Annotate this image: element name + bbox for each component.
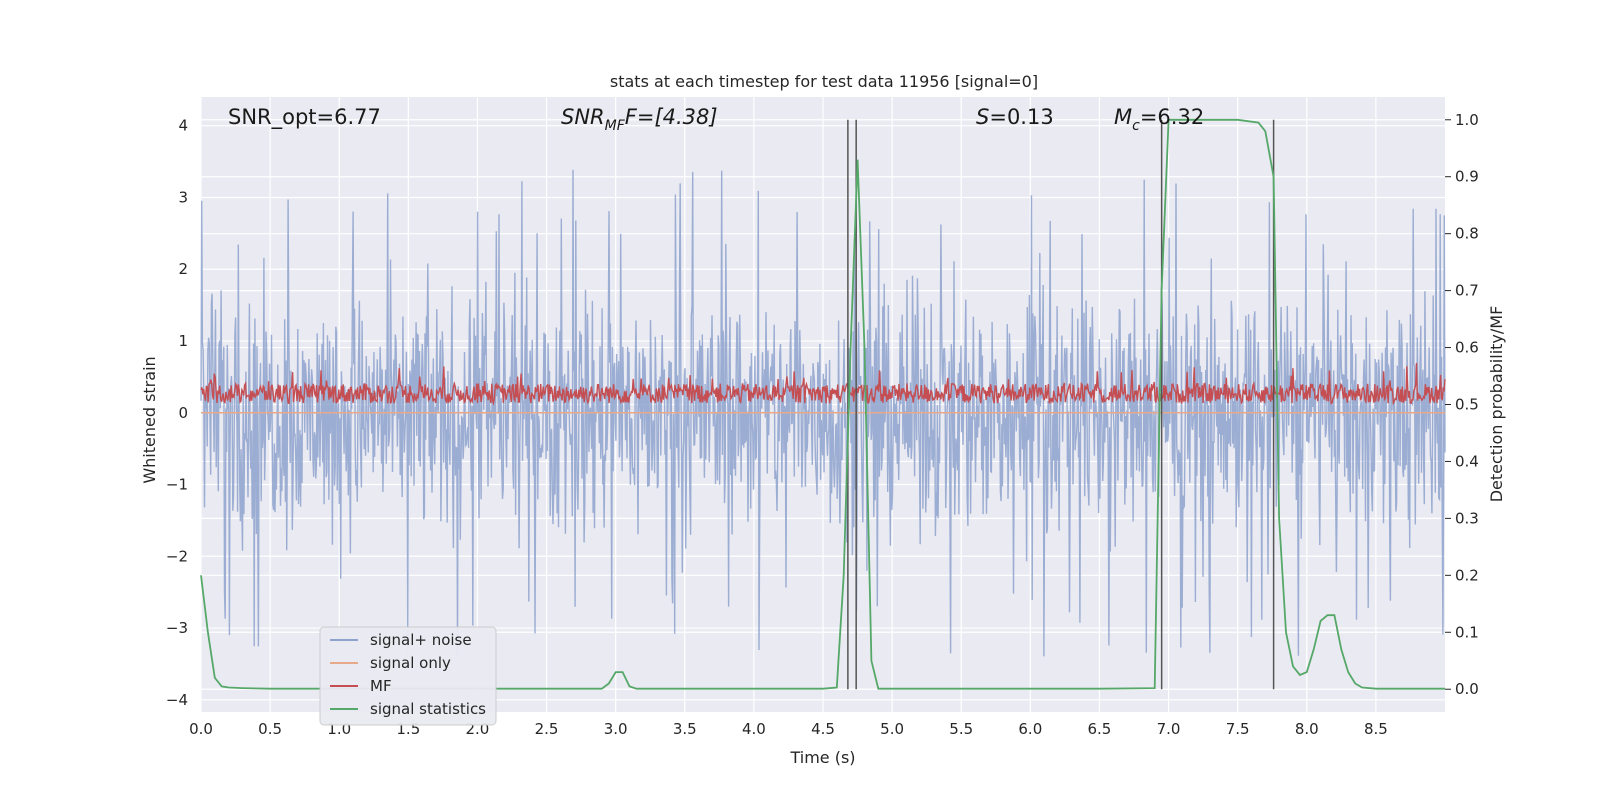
x-tick-label: 0.0 [189, 720, 213, 738]
y-left-tick-label: −4 [166, 691, 188, 709]
y-right-tick-label: 0.0 [1455, 680, 1479, 698]
y-left-tick-label: −1 [166, 476, 188, 494]
chart-title: stats at each timestep for test data 119… [610, 72, 1038, 91]
legend: signal+ noise signal only MF signal stat… [319, 626, 497, 726]
x-tick-label: 4.5 [811, 720, 835, 738]
annotation-mc-value: =6.32 [1140, 105, 1204, 129]
y-right-tick-label: 0.8 [1455, 225, 1479, 243]
annotation-mc: Mc=6.32 [1114, 105, 1204, 134]
x-tick-label: 8.5 [1364, 720, 1388, 738]
y-axis-right-ticks: 1.0 0.9 0.8 0.7 0.6 0.5 0.4 0.3 0.2 0.1 0.0 [1445, 111, 1479, 698]
x-tick-label: 7.5 [1226, 720, 1250, 738]
legend-label-mf: MF [370, 677, 392, 695]
y-left-tick-label: 2 [178, 260, 188, 278]
signal-noise-trace [200, 169, 1446, 657]
mf-trace [200, 362, 1446, 406]
legend-label-signal-statistics: signal statistics [370, 700, 486, 718]
series-signal-noise [200, 169, 1446, 657]
series-mf [200, 362, 1446, 406]
y-right-tick-label: 0.1 [1455, 623, 1479, 641]
y-right-tick-label: 0.4 [1455, 452, 1479, 470]
y-left-tick-label: 4 [178, 117, 188, 135]
x-tick-label: 7.0 [1157, 720, 1181, 738]
x-tick-label: 4.0 [742, 720, 766, 738]
x-tick-label: 6.5 [1088, 720, 1112, 738]
legend-box [319, 626, 497, 726]
y-right-tick-label: 0.5 [1455, 396, 1479, 414]
y-left-tick-label: −2 [166, 547, 188, 565]
y-right-tick-label: 0.6 [1455, 339, 1479, 357]
y-right-tick-label: 0.9 [1455, 168, 1479, 186]
annotation-s: S=0.13 [976, 105, 1054, 129]
x-tick-label: 5.0 [880, 720, 904, 738]
annotation-s-symbol: S [976, 105, 989, 129]
x-tick-label: 3.5 [673, 720, 697, 738]
y-right-tick-label: 0.3 [1455, 509, 1479, 527]
x-tick-label: 5.5 [949, 720, 973, 738]
y-axis-left-ticks: 4 3 2 1 0 −1 −2 −3 −4 [166, 117, 188, 709]
annotation-snr-mf: SNRMFF=[4.38] [561, 105, 718, 134]
x-tick-label: 2.5 [535, 720, 559, 738]
y-left-tick-label: −3 [166, 619, 188, 637]
annotation-snr-mf-symbol: SNR [561, 105, 605, 129]
y-left-tick-label: 0 [178, 404, 188, 422]
x-axis-label: Time (s) [789, 748, 855, 767]
y-axis-right-label: Detection probability/MF [1487, 306, 1506, 503]
annotation-snr-opt: SNR_opt=6.77 [228, 105, 381, 130]
y-right-tick-label: 0.7 [1455, 282, 1479, 300]
annotation-mc-subscript: c [1132, 118, 1140, 134]
y-right-tick-label: 0.2 [1455, 566, 1479, 584]
y-right-tick-label: 1.0 [1455, 111, 1479, 129]
x-tick-label: 3.0 [604, 720, 628, 738]
y-left-tick-label: 3 [178, 188, 188, 206]
annotation-s-value: =0.13 [989, 105, 1053, 129]
legend-label-signal-only: signal only [370, 654, 451, 672]
annotation-snr-mf-value: F=[4.38] [625, 105, 718, 129]
x-tick-label: 0.5 [258, 720, 282, 738]
annotation-mc-symbol: M [1114, 105, 1132, 129]
y-axis-left-label: Whitened strain [140, 356, 159, 483]
x-tick-label: 8.0 [1295, 720, 1319, 738]
x-tick-label: 6.0 [1018, 720, 1042, 738]
y-left-tick-label: 1 [178, 332, 188, 350]
annotation-snr-mf-subscript: MF [605, 118, 626, 134]
legend-label-signal-noise: signal+ noise [370, 631, 472, 649]
